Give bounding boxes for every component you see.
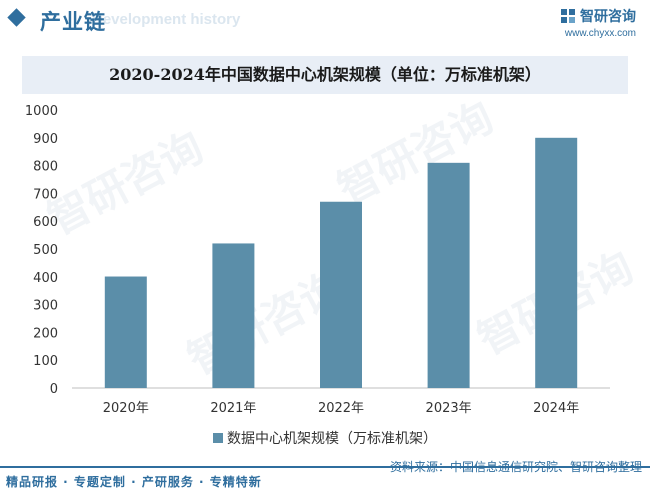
y-tick-label: 100 (33, 354, 58, 369)
bar (212, 243, 255, 388)
zhiyan-logo-icon (561, 8, 575, 23)
y-tick-label: 600 (33, 215, 58, 230)
chart-title-band: 2020-2024年中国数据中心机架规模（单位：万标准机架） (22, 56, 628, 94)
y-tick-label: 500 (33, 243, 58, 258)
bar (320, 201, 362, 388)
section-subtitle: Development history (92, 11, 241, 28)
legend: 数据中心机架规模（万标准机架） (0, 428, 650, 448)
legend-label: 数据中心机架规模（万标准机架） (227, 431, 437, 447)
legend-swatch (213, 433, 223, 443)
chart-title: 2020-2024年中国数据中心机架规模（单位：万标准机架） (109, 65, 541, 84)
brand-name: 智研咨询 (580, 8, 636, 25)
bar (427, 162, 470, 388)
bar (535, 137, 578, 388)
y-tick-label: 700 (33, 187, 58, 202)
y-tick-label: 400 (33, 271, 58, 286)
x-tick-label: 2024年 (533, 401, 579, 416)
brand: 智研咨询 www.chyxx.com (560, 5, 636, 39)
footer: 精品研报 · 专题定制 · 产研服务 · 专精特新 资料来源：中国信息通信研究院… (0, 460, 650, 496)
y-tick-label: 200 (33, 326, 58, 341)
x-tick-label: 2023年 (426, 401, 472, 416)
x-tick-label: 2020年 (103, 401, 149, 416)
y-tick-label: 800 (33, 160, 58, 175)
y-tick-label: 0 (50, 382, 58, 397)
bar (104, 276, 147, 388)
y-tick-label: 300 (33, 299, 58, 314)
brand-url: www.chyxx.com (564, 27, 636, 39)
section-title: 产业链 (40, 10, 106, 34)
footer-tagline: 精品研报 · 专题定制 · 产研服务 · 专精特新 (6, 475, 262, 489)
header: Development history 产业链 智研咨询 www.chyxx.c… (0, 0, 650, 44)
y-tick-label: 900 (33, 132, 58, 147)
source-note: 资料来源：中国信息通信研究院、智研咨询整理 (389, 460, 642, 474)
x-tick-label: 2021年 (210, 401, 256, 416)
bar-chart: 0 100 200 300 400 500 600 700 800 900 1000 2020年 202… (25, 104, 610, 416)
y-tick-label: 1000 (25, 104, 58, 119)
x-tick-label: 2022年 (318, 401, 364, 416)
